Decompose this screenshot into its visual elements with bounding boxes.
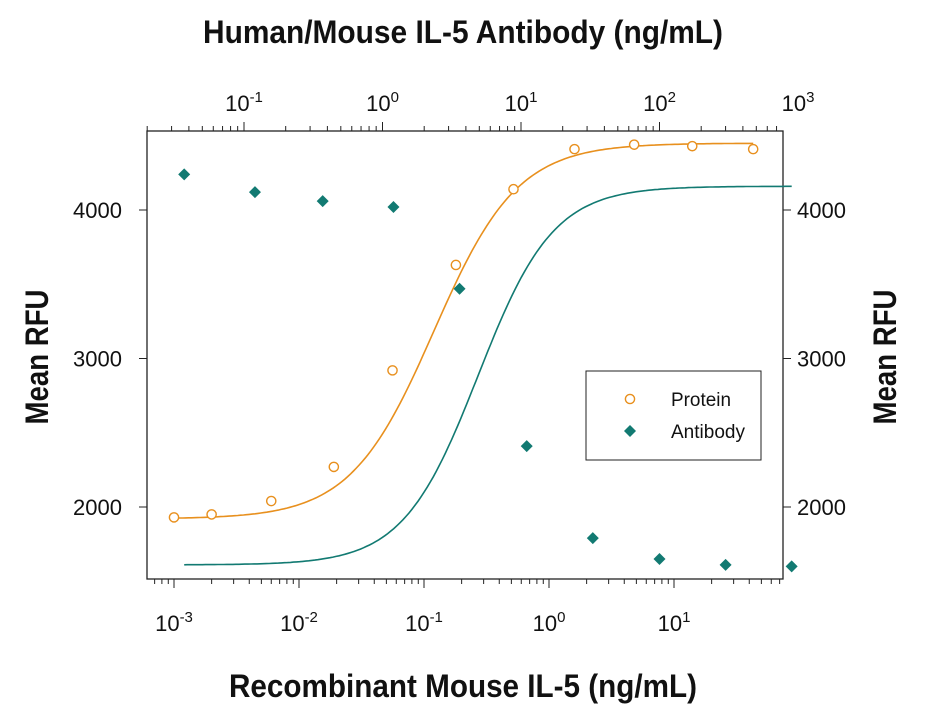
antibody-data-point (586, 532, 599, 545)
antibody-data-point (248, 186, 261, 199)
top-axis-tick-label: 102 (643, 89, 676, 116)
protein-data-point (686, 140, 698, 152)
top-axis-tick-label: 100 (366, 89, 399, 116)
legend-protein-marker (624, 393, 636, 405)
antibody-data-point (653, 552, 666, 565)
right-axis-tick-label: 3000 (797, 347, 846, 372)
bottom-axis-tick-label: 10-1 (405, 609, 443, 636)
top-axis-tick-label: 101 (505, 89, 538, 116)
left-axis-tick-label: 2000 (73, 495, 122, 520)
antibody-data-point (178, 168, 191, 181)
protein-data-point (206, 509, 217, 520)
bottom-axis-tick-label: 101 (658, 609, 691, 636)
antibody-data-point (785, 560, 798, 573)
protein-data-point (628, 139, 640, 150)
antibody-data-point (520, 440, 533, 453)
left-axis-tick-label: 3000 (73, 347, 122, 372)
right-axis-title: Mean RFU (867, 290, 903, 425)
protein-data-point (168, 512, 180, 523)
plot-frame (146, 130, 784, 580)
fit-curve-layer (174, 142, 792, 566)
top-axis-tick-label: 103 (782, 89, 815, 116)
legend-protein-label: Protein (671, 390, 731, 411)
top-axis-title: Human/Mouse IL-5 Antibody (ng/mL) (203, 14, 723, 50)
bottom-axis-tick-label: 10-3 (155, 609, 193, 636)
protein-data-point (265, 495, 277, 507)
antibody-data-point (453, 282, 466, 295)
tick-layer: 10-3 10-2 10-1 100 101 10-1 100 101 102 103 2000 30… (73, 89, 846, 636)
legend: Protein Antibody (585, 370, 762, 461)
left-axis-title: Mean RFU (19, 290, 55, 425)
protein-fit-curve (174, 142, 754, 519)
protein-data-point (508, 183, 519, 195)
top-axis-tick-label: 10-1 (225, 89, 263, 116)
bottom-axis-title: Recombinant Mouse IL-5 (ng/mL) (229, 668, 697, 704)
data-point-layer (168, 139, 798, 573)
left-axis-tick-label: 4000 (73, 198, 122, 223)
protein-data-point (328, 461, 340, 473)
protein-data-point (450, 259, 462, 271)
right-axis-tick-label: 2000 (797, 495, 846, 520)
antibody-data-point (316, 195, 329, 208)
antibody-data-point (719, 558, 732, 571)
legend-antibody-label: Antibody (671, 422, 745, 443)
protein-data-point (569, 143, 580, 155)
bottom-axis-tick-label: 10-2 (280, 609, 318, 636)
protein-data-point (387, 365, 398, 376)
protein-data-point (747, 143, 759, 155)
antibody-data-point (387, 201, 400, 214)
antibody-fit-curve (184, 185, 792, 566)
legend-box (585, 370, 762, 461)
legend-antibody-marker (624, 425, 636, 437)
bottom-axis-tick-label: 100 (533, 609, 566, 636)
right-axis-tick-label: 4000 (797, 198, 846, 223)
